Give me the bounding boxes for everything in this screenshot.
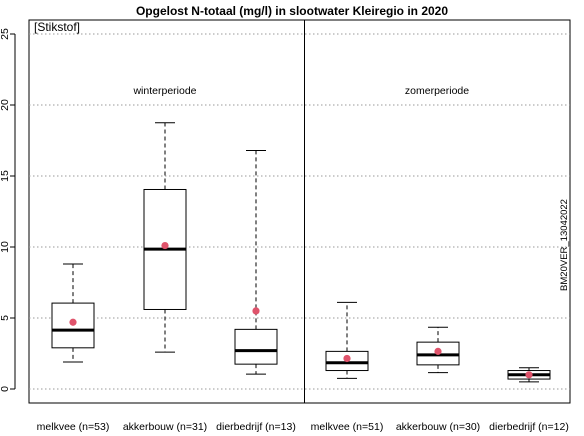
y-tick-label: 5 [0, 315, 11, 321]
grid-lines [29, 33, 570, 390]
x-axis-labels: melkvee (n=53) akkerbouw (n=31) dierbedrij… [37, 421, 569, 433]
mean-point [161, 241, 169, 250]
x-tick-label: melkvee (n=53) [37, 421, 110, 433]
y-tick-label: 0 [0, 386, 11, 392]
boxplots [51, 122, 551, 383]
chart-title: Opgelost N-totaal (mg/l) in slootwater K… [136, 4, 448, 18]
x-tick-label: akkerbouw (n=31) [123, 421, 207, 433]
x-tick-label: melkvee (n=51) [311, 421, 384, 433]
box-4 [416, 326, 460, 374]
watermark: BM20VER_13042022 [559, 199, 570, 291]
iqr-box [234, 328, 278, 365]
y-tick-label: 10 [0, 241, 11, 253]
box-2 [234, 149, 278, 375]
plot-frame [28, 19, 571, 404]
x-tick-label: dierbedrijf (n=13) [216, 421, 296, 433]
y-axis: 0 5 10 15 20 25 [0, 28, 16, 392]
mean-point [434, 347, 442, 355]
x-tick-label: akkerbouw (n=30) [396, 421, 480, 433]
panel-label-winter: winterperiode [132, 85, 196, 97]
mean-point [252, 307, 260, 315]
y-tick-label: 20 [0, 99, 11, 111]
y-tick-label: 25 [0, 28, 11, 40]
box-5 [507, 367, 551, 383]
y-tick-label: 15 [0, 170, 11, 182]
mean-point [525, 371, 533, 379]
box-0 [51, 263, 95, 363]
panel-label-summer: zomerperiode [405, 85, 469, 97]
mean-point [343, 354, 351, 363]
y-axis-corner-label: [Stikstof] [34, 20, 80, 34]
mean-point [69, 318, 77, 326]
box-1 [143, 122, 187, 353]
x-tick-label: dierbedrijf (n=12) [489, 421, 569, 433]
box-3 [325, 301, 369, 379]
